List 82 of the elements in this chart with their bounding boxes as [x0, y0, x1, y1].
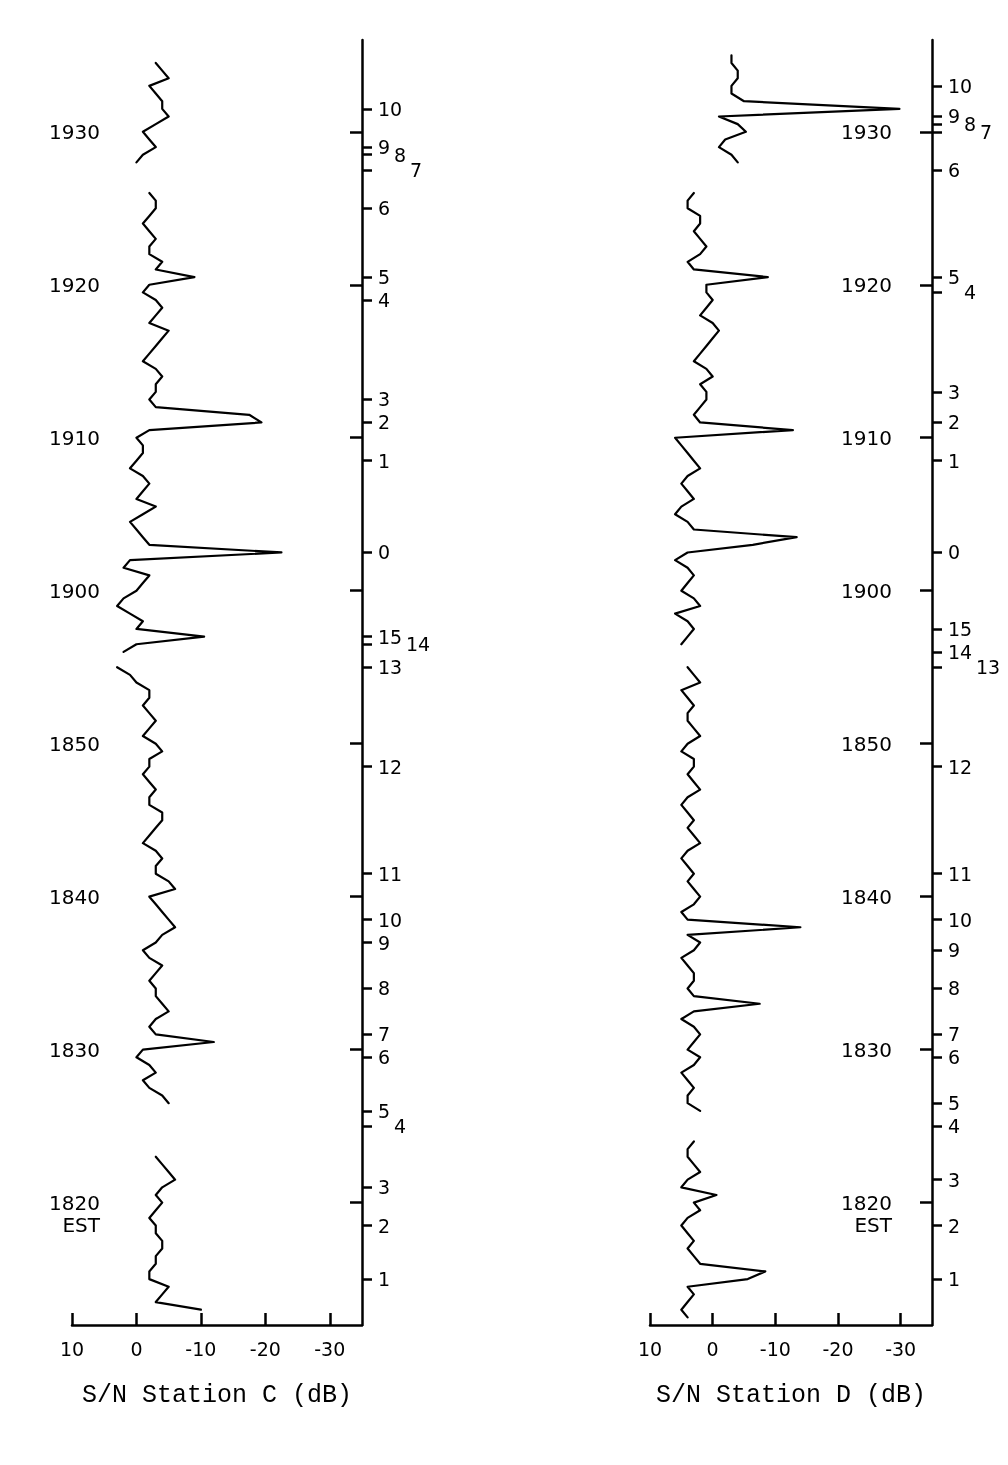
y-tick-label: 1830 — [49, 1037, 100, 1062]
y2-tick-label: 1 — [378, 449, 391, 472]
y2-tick-label: 7 — [410, 159, 423, 182]
y2-tick-label: 9 — [948, 105, 961, 128]
y-tick-label: 1840 — [841, 884, 892, 909]
y2-tick-label: 5 — [948, 1092, 961, 1115]
y-axis-title: EST — [854, 1212, 893, 1237]
y2-tick-label: 0 — [948, 541, 961, 564]
y2-tick-label: 8 — [948, 977, 961, 1000]
y2-tick-label: 3 — [378, 388, 391, 411]
x-axis-title: S/N Station C (dB) — [81, 1381, 353, 1410]
y-tick-label: 1910 — [49, 425, 100, 450]
y2-tick-label: 12 — [378, 755, 403, 778]
y2-tick-label: 2 — [378, 1214, 391, 1237]
x-axis-title: S/N Station D (dB) — [655, 1381, 927, 1410]
y2-tick-label: 5 — [378, 266, 391, 289]
y2-tick-label: 4 — [948, 1115, 961, 1138]
x-tick-label: -10 — [759, 1337, 791, 1360]
y-tick-label: 1820 — [841, 1190, 892, 1215]
x-tick-label: 10 — [637, 1337, 663, 1360]
y2-tick-label: 10 — [378, 908, 403, 931]
y2-tick-label: 9 — [378, 136, 391, 159]
y2-tick-label: 8 — [378, 977, 391, 1000]
y2-tick-label: 6 — [378, 1046, 391, 1069]
y2-tick-label: 13 — [378, 656, 403, 679]
y2-tick-label: 3 — [378, 1176, 391, 1199]
y-tick-label: 1900 — [49, 578, 100, 603]
y2-tick-label: 7 — [980, 120, 993, 143]
y2-tick-label: 13 — [976, 656, 1001, 679]
y2-tick-label: 1 — [948, 449, 961, 472]
y-tick-label: 1930 — [49, 119, 100, 144]
x-tick-label: 10 — [59, 1337, 85, 1360]
y2-tick-label: 14 — [406, 633, 431, 656]
y2-tick-label: 15 — [378, 625, 403, 648]
x-tick-label: -20 — [822, 1337, 854, 1360]
y2-tick-label: 9 — [378, 931, 391, 954]
y-axis-title: EST — [62, 1212, 101, 1237]
y2-tick-label: 3 — [948, 380, 961, 403]
x-tick-label: -10 — [185, 1337, 217, 1360]
y2-tick-label: 6 — [948, 1046, 961, 1069]
y2-tick-label: 5 — [948, 266, 961, 289]
y2-tick-label: 2 — [948, 411, 961, 434]
y-tick-label: 1850 — [841, 731, 892, 756]
y-tick-label: 1930 — [841, 119, 892, 144]
y2-tick-label: 0 — [378, 541, 391, 564]
y2-tick-label: 6 — [378, 197, 391, 220]
y2-tick-label: 15 — [948, 617, 973, 640]
y2-tick-label: 1 — [948, 1268, 961, 1291]
y-tick-label: 1830 — [841, 1037, 892, 1062]
y-tick-label: 1920 — [841, 272, 892, 297]
x-tick-label: -30 — [314, 1337, 346, 1360]
y2-tick-label: 10 — [948, 908, 973, 931]
y2-tick-label: 6 — [948, 159, 961, 182]
y-tick-label: 1840 — [49, 884, 100, 909]
y2-tick-label: 3 — [948, 1168, 961, 1191]
x-tick-label: 0 — [130, 1337, 143, 1360]
y2-tick-label: 2 — [948, 1214, 961, 1237]
y2-tick-label: 7 — [948, 1023, 961, 1046]
y2-tick-label: 11 — [948, 862, 973, 885]
y2-tick-label: 7 — [378, 1023, 391, 1046]
y2-tick-label: 9 — [948, 939, 961, 962]
y-tick-label: 1910 — [841, 425, 892, 450]
y2-tick-label: 11 — [378, 862, 403, 885]
y2-tick-label: 12 — [948, 755, 973, 778]
y2-tick-label: 1 — [378, 1268, 391, 1291]
x-tick-label: -30 — [885, 1337, 917, 1360]
y2-tick-label: 4 — [394, 1115, 407, 1138]
x-tick-label: 0 — [706, 1337, 719, 1360]
x-tick-label: -20 — [249, 1337, 281, 1360]
y2-tick-label: 2 — [378, 411, 391, 434]
y-tick-label: 1920 — [49, 272, 100, 297]
y2-tick-label: 10 — [948, 74, 973, 97]
y2-tick-label: 4 — [964, 281, 977, 304]
y2-tick-label: 5 — [378, 1099, 391, 1122]
y2-tick-label: 10 — [378, 97, 403, 120]
y2-tick-label: 4 — [378, 289, 391, 312]
y2-tick-label: 8 — [394, 143, 407, 166]
y2-tick-label: 14 — [948, 640, 973, 663]
y-tick-label: 1820 — [49, 1190, 100, 1215]
y-tick-label: 1850 — [49, 731, 100, 756]
y-tick-label: 1900 — [841, 578, 892, 603]
y2-tick-label: 8 — [964, 113, 977, 136]
